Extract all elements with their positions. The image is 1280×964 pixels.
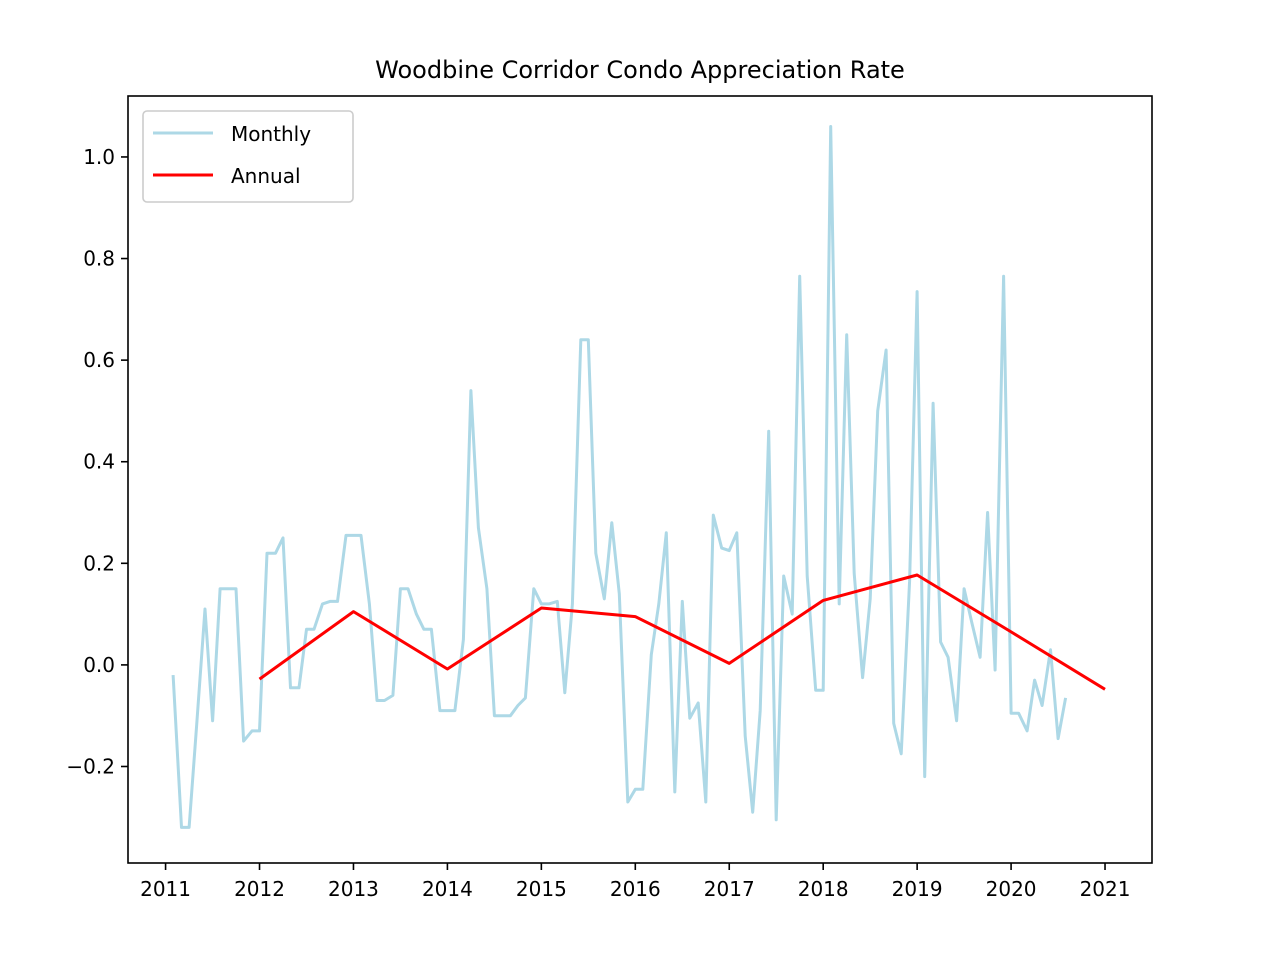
x-tick-label: 2020 [986, 877, 1037, 901]
x-tick-label: 2015 [516, 877, 567, 901]
y-axis: −0.2 0.0 0.2 0.4 0.6 0.8 1.0 [66, 145, 128, 778]
y-tick-label: 0.2 [83, 551, 115, 575]
x-tick-label: 2011 [140, 877, 191, 901]
x-tick-label: 2018 [798, 877, 849, 901]
y-tick-label: 0.8 [83, 247, 115, 271]
x-axis: 2011 2012 2013 2014 2015 2016 2017 2018 2019 2020… [140, 863, 1130, 901]
series-line-monthly [171, 125, 1068, 829]
plot-frame [127, 95, 1153, 864]
x-tick-label: 2017 [704, 877, 755, 901]
x-tick-label: 2013 [328, 877, 379, 901]
legend-label-annual: Annual [231, 164, 301, 188]
x-tick-label: 2021 [1080, 877, 1131, 901]
x-tick-label: 2016 [610, 877, 661, 901]
y-tick-label: 0.6 [83, 348, 115, 372]
y-tick-label: 0.0 [83, 653, 115, 677]
y-tick-label: 1.0 [83, 145, 115, 169]
x-tick-label: 2014 [422, 877, 473, 901]
chart-title: Woodbine Corridor Condo Appreciation Rat… [375, 56, 905, 84]
series-layer [171, 125, 1106, 829]
series-line-annual [258, 573, 1106, 691]
legend-label-monthly: Monthly [231, 122, 311, 146]
y-tick-label: 0.4 [83, 450, 115, 474]
legend: Monthly Annual [142, 110, 354, 203]
x-tick-label: 2012 [234, 877, 285, 901]
x-tick-label: 2019 [892, 877, 943, 901]
y-tick-label: −0.2 [66, 754, 115, 778]
